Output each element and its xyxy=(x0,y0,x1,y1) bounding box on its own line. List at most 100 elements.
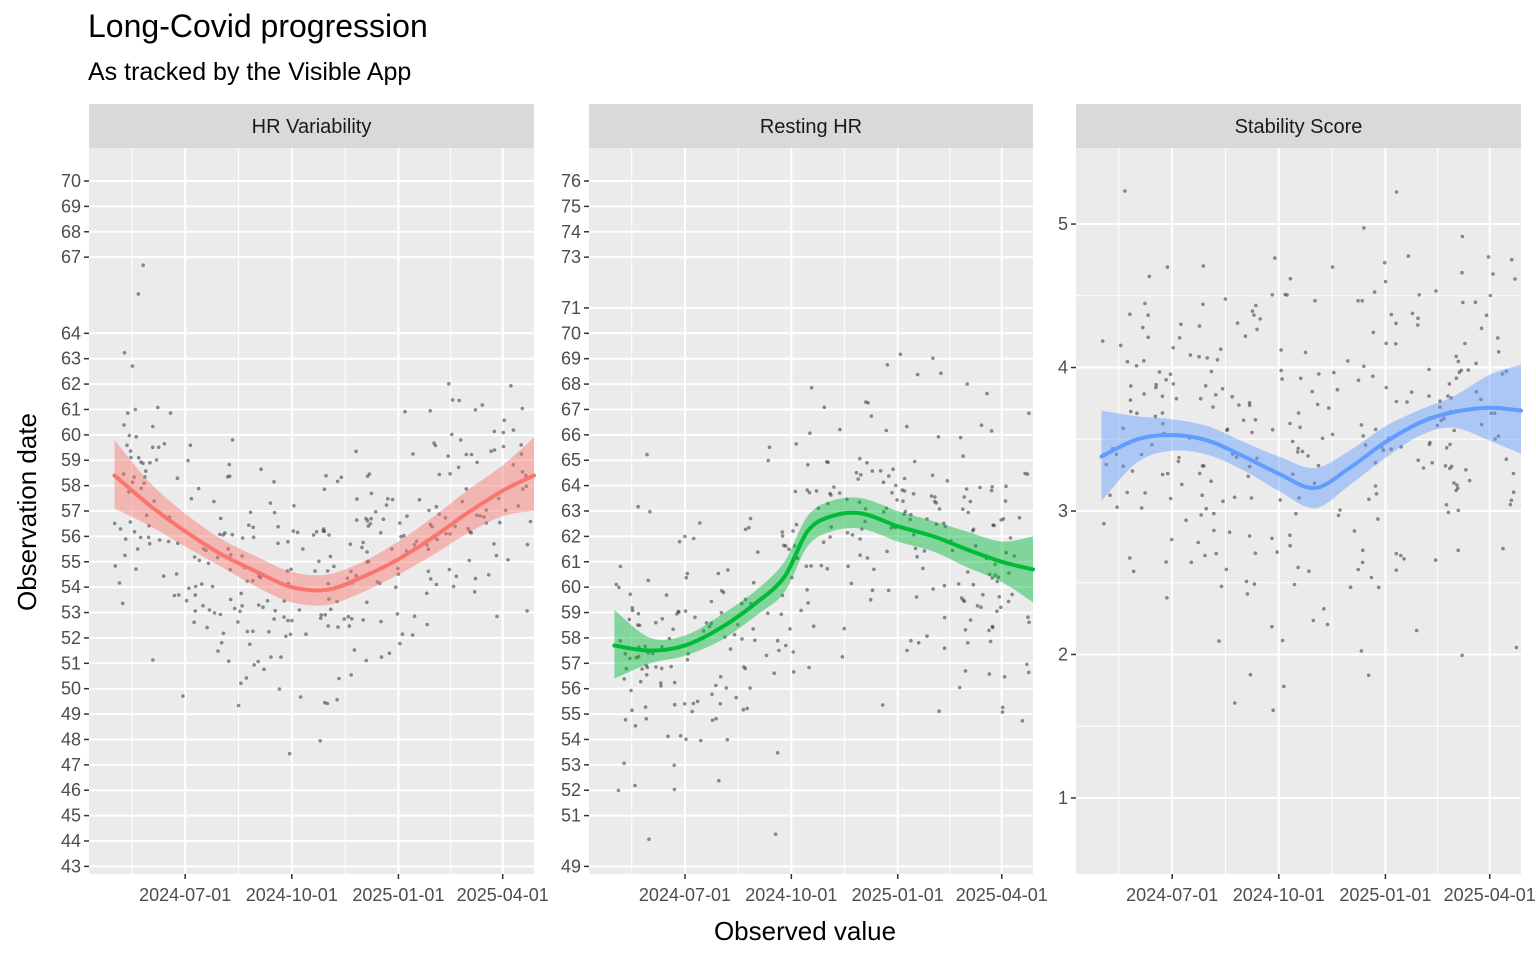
data-point xyxy=(147,523,151,528)
data-point xyxy=(206,561,211,566)
data-point xyxy=(288,632,293,637)
data-point xyxy=(528,519,533,524)
data-point xyxy=(1270,427,1275,432)
data-point xyxy=(468,529,472,534)
data-point xyxy=(890,490,894,495)
data-point xyxy=(1300,449,1305,454)
data-point xyxy=(987,628,991,633)
data-point xyxy=(1427,367,1431,372)
data-point xyxy=(709,599,714,604)
data-point xyxy=(1243,334,1248,339)
data-point xyxy=(811,624,816,628)
data-point xyxy=(794,522,799,527)
data-point xyxy=(379,619,383,624)
data-point xyxy=(709,621,714,625)
data-point xyxy=(902,476,907,481)
data-point xyxy=(1389,447,1393,452)
data-point xyxy=(193,584,198,589)
data-point xyxy=(684,575,688,580)
data-point xyxy=(1298,425,1302,430)
data-point xyxy=(273,608,278,613)
data-point xyxy=(1479,397,1483,402)
data-point xyxy=(475,460,479,465)
data-point xyxy=(494,553,499,558)
data-point xyxy=(511,463,516,467)
data-point xyxy=(1279,368,1283,373)
data-point xyxy=(1434,289,1438,293)
data-point xyxy=(1307,569,1311,573)
data-point xyxy=(1332,370,1336,375)
data-point xyxy=(863,519,867,524)
data-point xyxy=(859,473,863,477)
y-tick-label: 64 xyxy=(61,323,81,343)
data-point xyxy=(1219,347,1223,352)
data-point xyxy=(135,547,140,551)
data-point xyxy=(1448,442,1452,447)
data-point xyxy=(1278,498,1282,502)
y-tick-label: 61 xyxy=(561,552,581,572)
data-point xyxy=(777,648,781,653)
x-tick-label: 2024-07-01 xyxy=(139,885,231,905)
data-point xyxy=(326,624,331,628)
data-point xyxy=(1399,553,1403,558)
data-point xyxy=(1150,443,1154,447)
data-point xyxy=(129,455,133,460)
data-point xyxy=(1027,411,1031,416)
data-point xyxy=(141,263,145,268)
facet-strip xyxy=(89,104,534,148)
data-point xyxy=(718,702,723,706)
data-point xyxy=(425,591,429,596)
data-point xyxy=(1311,618,1316,623)
data-point xyxy=(1010,592,1014,597)
data-point xyxy=(909,638,913,643)
data-point xyxy=(1345,359,1350,363)
data-point xyxy=(1234,455,1239,459)
data-point xyxy=(473,408,478,412)
data-point xyxy=(336,625,340,629)
data-point xyxy=(636,611,641,616)
data-point xyxy=(226,547,230,551)
data-point xyxy=(1363,443,1368,447)
data-point xyxy=(492,542,496,546)
data-point xyxy=(743,527,748,532)
x-tick-label: 2025-01-01 xyxy=(352,885,444,905)
data-point xyxy=(989,488,994,493)
y-tick-label: 70 xyxy=(561,323,581,343)
data-point xyxy=(1176,459,1181,464)
y-tick-label: 70 xyxy=(61,171,81,191)
data-point xyxy=(1447,382,1452,386)
data-point xyxy=(1513,277,1517,281)
data-point xyxy=(123,537,128,541)
data-point xyxy=(304,632,308,636)
data-point xyxy=(717,778,721,783)
data-point xyxy=(921,566,925,571)
data-point xyxy=(1433,558,1438,562)
data-point xyxy=(1288,276,1293,281)
data-point xyxy=(240,536,245,540)
data-point xyxy=(453,524,457,529)
data-point xyxy=(630,608,635,613)
data-point xyxy=(207,608,212,612)
data-point xyxy=(342,617,347,621)
data-point xyxy=(1288,543,1292,548)
data-point xyxy=(1002,675,1007,679)
data-point xyxy=(937,709,941,713)
data-point xyxy=(846,564,850,568)
data-point xyxy=(434,582,439,587)
data-point xyxy=(636,504,640,509)
data-point xyxy=(937,507,942,511)
data-point xyxy=(121,472,126,476)
data-point xyxy=(287,751,292,756)
y-tick-label: 69 xyxy=(61,196,81,216)
data-point xyxy=(822,405,827,410)
data-point xyxy=(930,473,935,478)
y-tick-label: 56 xyxy=(61,526,81,546)
data-point xyxy=(885,363,890,367)
data-point xyxy=(1232,495,1237,500)
data-point xyxy=(279,655,283,659)
data-point xyxy=(857,500,862,504)
data-point xyxy=(707,624,712,629)
data-point xyxy=(1121,464,1125,469)
data-point xyxy=(451,584,456,589)
